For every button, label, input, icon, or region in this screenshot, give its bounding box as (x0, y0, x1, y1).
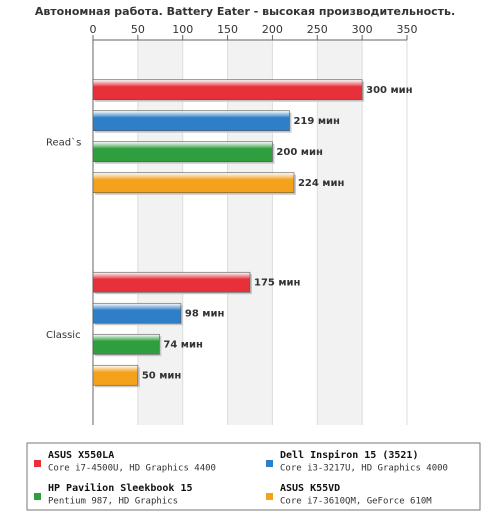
legend-box (26, 442, 481, 511)
legend-description: Core i7-4500U, HD Graphics 4400 (48, 464, 216, 474)
x-tick-label: 100 (172, 23, 193, 36)
x-tick-label: 300 (352, 23, 373, 36)
bar (92, 302, 182, 324)
legend-description: Core i7-3610QM, GeForce 610M (280, 497, 432, 507)
value-label: 224 мин (298, 178, 345, 189)
legend-label: Dell Inspiron 15 (3521) (280, 449, 418, 461)
value-label: 74 мин (163, 339, 203, 350)
y-tick-label: Read`s (46, 136, 81, 148)
bar (92, 141, 273, 163)
grid-band (227, 40, 273, 425)
legend-swatch (34, 460, 41, 467)
legend-swatch (34, 493, 41, 500)
legend-swatch (266, 460, 273, 467)
y-tick-label: Classic (46, 330, 81, 341)
value-label: 300 мин (366, 85, 413, 96)
value-label: 200 мин (276, 147, 323, 158)
x-tick-label: 350 (397, 23, 418, 36)
legend-description: Core i3-3217U, HD Graphics 4000 (280, 464, 448, 474)
bar (92, 79, 363, 101)
bar (92, 110, 290, 132)
value-label: 219 мин (293, 116, 340, 127)
x-tick-label: 0 (90, 23, 97, 36)
legend-label: ASUS K55VD (280, 483, 340, 494)
legend-swatch (266, 493, 273, 500)
bar (92, 271, 251, 293)
value-label: 175 мин (254, 277, 301, 288)
bar (92, 172, 295, 194)
legend-label: HP Pavilion Sleekbook 15 (48, 482, 193, 494)
x-tick-label: 250 (307, 23, 328, 36)
value-label: 50 мин (142, 370, 182, 381)
x-tick-label: 150 (217, 23, 238, 36)
x-tick-label: 200 (262, 23, 283, 36)
x-tick-label: 50 (131, 23, 145, 36)
legend-description: Pentium 987, HD Graphics (48, 497, 178, 507)
grid-band (137, 40, 183, 425)
value-label: 98 мин (185, 308, 225, 319)
bar (92, 364, 139, 386)
grid-band (317, 40, 363, 425)
bar (92, 333, 160, 355)
legend-label: ASUS X550LA (48, 450, 114, 461)
chart-title: Автономная работа. Battery Eater - высок… (35, 5, 455, 18)
